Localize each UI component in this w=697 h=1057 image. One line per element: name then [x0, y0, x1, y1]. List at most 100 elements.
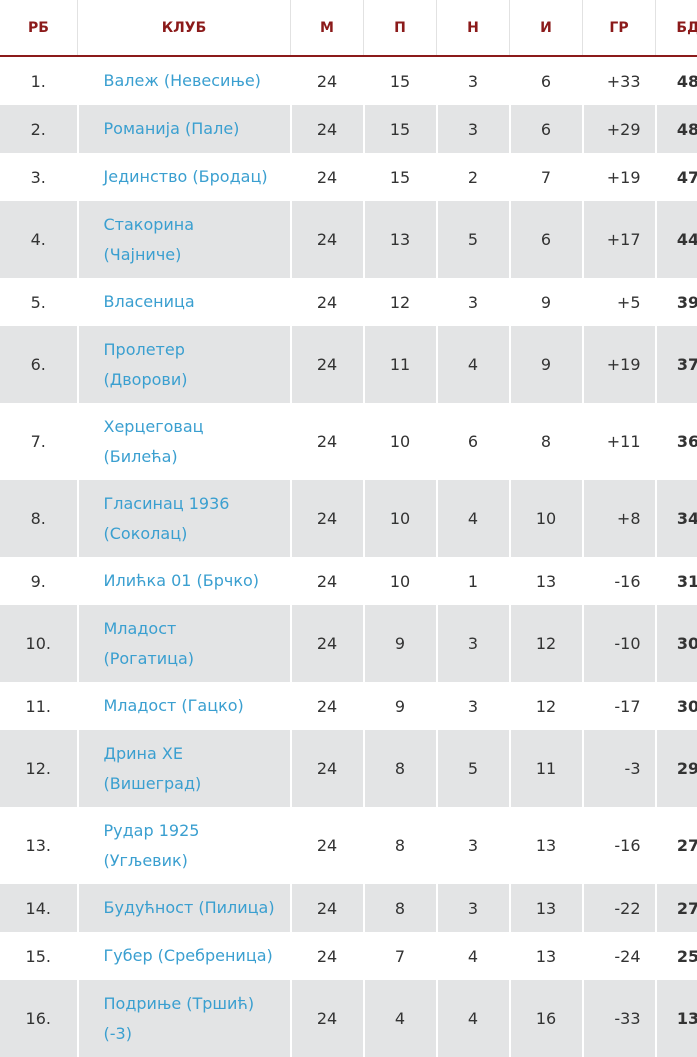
club-link[interactable]: (Вишеград)	[104, 769, 289, 799]
stat-cell: 5.	[0, 278, 78, 326]
stat-cell: 3	[437, 105, 510, 153]
club-cell: Гласинац 1936 (Соколац)	[78, 480, 291, 557]
stat-cell: 13	[510, 884, 583, 932]
stat-cell: 6	[510, 105, 583, 153]
stat-cell: 9	[510, 326, 583, 403]
points-cell: 34	[656, 480, 697, 557]
club-link[interactable]: Будућност (Пилица)	[104, 898, 275, 917]
stat-cell: 9	[510, 278, 583, 326]
points-cell: 27	[656, 884, 697, 932]
stat-cell: 6	[510, 56, 583, 105]
stat-cell: 12	[510, 605, 583, 682]
club-cell: Романија (Пале)	[78, 105, 291, 153]
club-link[interactable]: Младост	[104, 619, 177, 638]
club-link[interactable]: (Соколац)	[104, 519, 289, 549]
stat-cell: 7.	[0, 403, 78, 480]
stat-cell: -24	[583, 932, 656, 980]
points-cell: 13	[656, 980, 697, 1057]
stat-cell: 15	[364, 105, 437, 153]
points-cell: 36	[656, 403, 697, 480]
club-cell: Младост (Гацко)	[78, 682, 291, 730]
club-link[interactable]: Подриње (Тршић)	[104, 994, 255, 1013]
column-header: КЛУБ	[78, 0, 291, 56]
stat-cell: 24	[291, 278, 364, 326]
stat-cell: 3	[437, 807, 510, 884]
stat-cell: 1.	[0, 56, 78, 105]
club-link[interactable]: Дрина ХЕ	[104, 744, 183, 763]
column-header: П	[364, 0, 437, 56]
stat-cell: 3.	[0, 153, 78, 201]
stat-cell: 12.	[0, 730, 78, 807]
stat-cell: 24	[291, 153, 364, 201]
club-link[interactable]: Херцеговац	[104, 417, 204, 436]
club-link[interactable]: Јединство (Бродац)	[104, 167, 268, 186]
stat-cell: +19	[583, 153, 656, 201]
club-link[interactable]: (Рогатица)	[104, 644, 289, 674]
stat-cell: 4	[437, 326, 510, 403]
stat-cell: 3	[437, 682, 510, 730]
club-link[interactable]: (Чајниче)	[104, 240, 289, 270]
club-link[interactable]: Рудар 1925	[104, 821, 200, 840]
stat-cell: -17	[583, 682, 656, 730]
club-link[interactable]: Младост (Гацко)	[104, 696, 244, 715]
club-link[interactable]: Власеница	[104, 292, 195, 311]
club-link[interactable]: Валеж (Невесиње)	[104, 71, 261, 90]
points-cell: 48	[656, 105, 697, 153]
club-cell: Илићка 01 (Брчко)	[78, 557, 291, 605]
points-cell: 25	[656, 932, 697, 980]
stat-cell: 24	[291, 557, 364, 605]
club-cell: Власеница	[78, 278, 291, 326]
club-link[interactable]: Пролетер	[104, 340, 185, 359]
stat-cell: 24	[291, 682, 364, 730]
stat-cell: 24	[291, 56, 364, 105]
club-link[interactable]: Губер (Сребреница)	[104, 946, 273, 965]
stat-cell: 16	[510, 980, 583, 1057]
stat-cell: 8.	[0, 480, 78, 557]
points-cell: 30	[656, 605, 697, 682]
stat-cell: 4	[437, 480, 510, 557]
club-cell: Губер (Сребреница)	[78, 932, 291, 980]
points-cell: 44	[656, 201, 697, 278]
club-link[interactable]: Гласинац 1936	[104, 494, 230, 513]
column-header: БД	[656, 0, 697, 56]
stat-cell: 24	[291, 884, 364, 932]
stat-cell: 11	[510, 730, 583, 807]
stat-cell: 24	[291, 105, 364, 153]
points-cell: 48	[656, 56, 697, 105]
club-link[interactable]: Илићка 01 (Брчко)	[104, 571, 260, 590]
points-cell: 39	[656, 278, 697, 326]
club-cell: Подриње (Тршић) (-3)	[78, 980, 291, 1057]
stat-cell: 15	[364, 153, 437, 201]
stat-cell: 10	[364, 557, 437, 605]
stat-cell: 24	[291, 403, 364, 480]
stat-cell: 2.	[0, 105, 78, 153]
stat-cell: -33	[583, 980, 656, 1057]
points-cell: 27	[656, 807, 697, 884]
stat-cell: 24	[291, 980, 364, 1057]
club-link[interactable]: (Угљевик)	[104, 846, 289, 876]
stat-cell: 15	[364, 56, 437, 105]
club-cell: Херцеговац (Билећа)	[78, 403, 291, 480]
club-link[interactable]: Романија (Пале)	[104, 119, 240, 138]
club-link[interactable]: (Дворови)	[104, 365, 289, 395]
club-link[interactable]: (-3)	[104, 1019, 289, 1049]
club-link[interactable]: (Билећа)	[104, 442, 289, 472]
club-cell: Валеж (Невесиње)	[78, 56, 291, 105]
stat-cell: -3	[583, 730, 656, 807]
stat-cell: 7	[510, 153, 583, 201]
club-link[interactable]: Стакорина	[104, 215, 195, 234]
points-cell: 31	[656, 557, 697, 605]
stat-cell: 24	[291, 326, 364, 403]
